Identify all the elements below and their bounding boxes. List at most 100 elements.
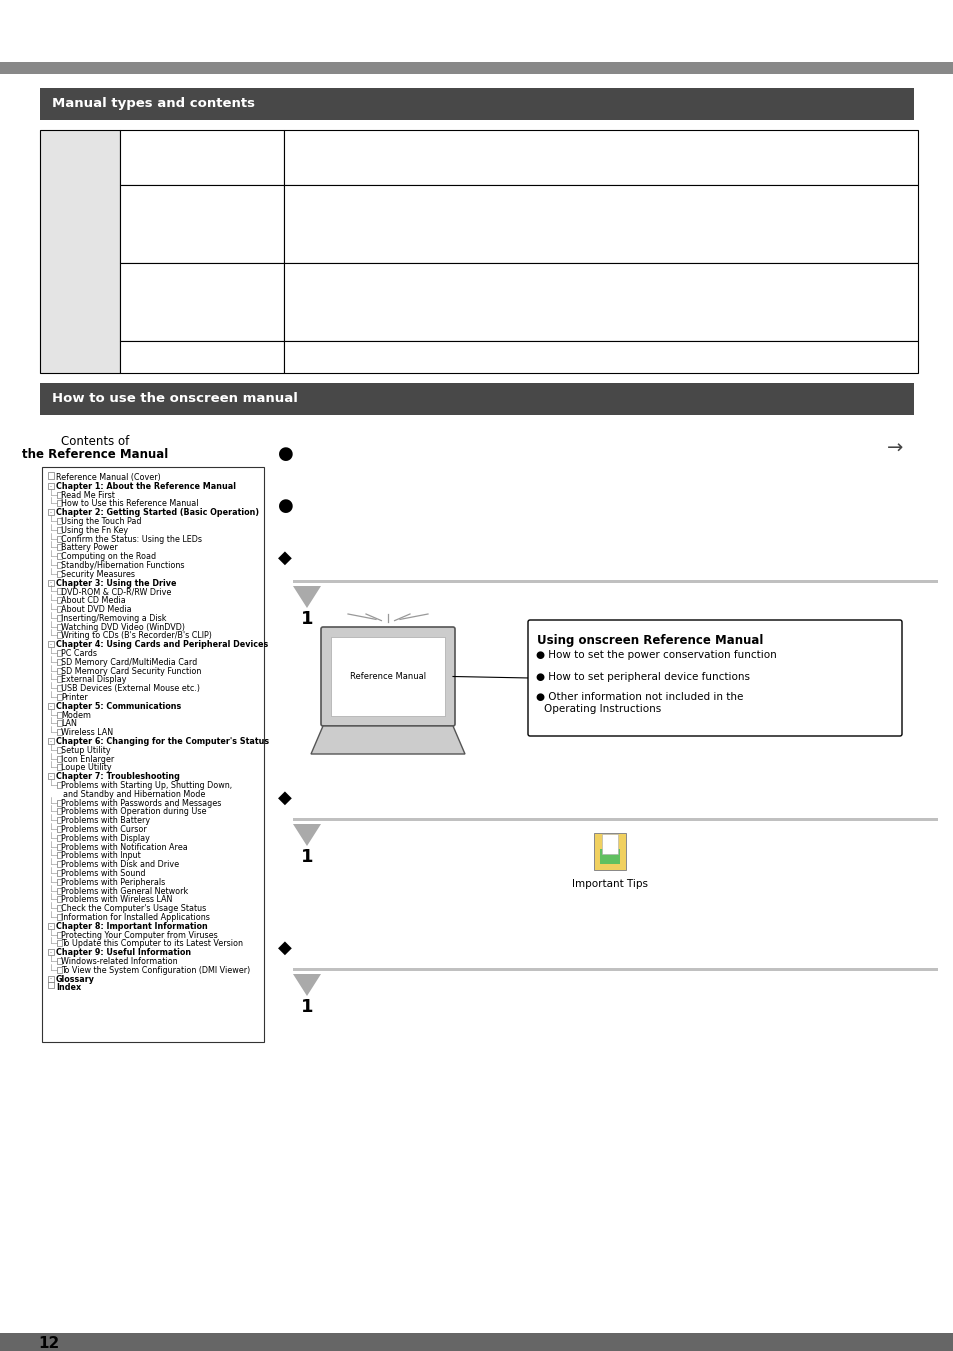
Text: ● Other information not included in the: ● Other information not included in the xyxy=(536,692,742,703)
Text: Loupe Utility: Loupe Utility xyxy=(61,763,112,773)
Bar xyxy=(57,615,62,621)
Bar xyxy=(57,897,62,902)
Bar xyxy=(601,834,618,854)
Bar xyxy=(120,185,284,263)
Bar xyxy=(57,817,62,823)
Text: Information for Installed Applications: Information for Installed Applications xyxy=(61,913,210,921)
Bar xyxy=(120,130,284,185)
Text: Using onscreen Reference Manual: Using onscreen Reference Manual xyxy=(537,634,762,647)
Text: PC Cards: PC Cards xyxy=(61,648,97,658)
Bar xyxy=(57,843,62,850)
Bar xyxy=(42,467,264,1042)
Bar xyxy=(120,340,284,373)
FancyBboxPatch shape xyxy=(320,627,455,725)
Text: ● How to set peripheral device functions: ● How to set peripheral device functions xyxy=(536,671,749,682)
Text: Watching DVD Video (WinDVD): Watching DVD Video (WinDVD) xyxy=(61,623,185,632)
Text: Reference Manual: Reference Manual xyxy=(350,671,426,681)
Text: Chapter 5: Communications: Chapter 5: Communications xyxy=(56,701,181,711)
Bar xyxy=(57,967,62,973)
Text: 12: 12 xyxy=(38,1336,59,1351)
Text: Chapter 4: Using Cards and Peripheral Devices: Chapter 4: Using Cards and Peripheral De… xyxy=(56,640,268,650)
Text: Chapter 2: Getting Started (Basic Operation): Chapter 2: Getting Started (Basic Operat… xyxy=(56,508,259,517)
Text: Problems with Notification Area: Problems with Notification Area xyxy=(61,843,188,851)
Bar xyxy=(57,632,62,639)
Polygon shape xyxy=(293,586,320,608)
Text: Operating Instructions: Operating Instructions xyxy=(543,704,660,713)
Bar xyxy=(284,340,917,373)
Bar xyxy=(57,915,62,920)
Text: -: - xyxy=(50,581,52,585)
Text: ◆: ◆ xyxy=(277,549,292,567)
Bar xyxy=(57,808,62,815)
Bar xyxy=(57,878,62,885)
Bar xyxy=(40,382,913,415)
Bar xyxy=(57,659,62,665)
Bar xyxy=(57,905,62,911)
Text: ●: ● xyxy=(277,497,294,515)
Text: -: - xyxy=(50,774,52,780)
Text: ● How to set the power conservation function: ● How to set the power conservation func… xyxy=(536,650,776,661)
Text: SD Memory Card Security Function: SD Memory Card Security Function xyxy=(61,666,201,676)
Text: Battery Power: Battery Power xyxy=(61,543,117,553)
Bar xyxy=(48,471,54,480)
Text: Writing to CDs (B's Recorder/B's CLIP): Writing to CDs (B's Recorder/B's CLIP) xyxy=(61,631,212,640)
Polygon shape xyxy=(311,725,464,754)
Bar xyxy=(57,765,62,770)
Text: Index: Index xyxy=(56,984,81,993)
Bar xyxy=(57,835,62,840)
Bar xyxy=(293,580,937,584)
Text: Check the Computer's Usage Status: Check the Computer's Usage Status xyxy=(61,904,206,913)
Bar xyxy=(40,130,120,373)
Text: 1: 1 xyxy=(300,611,313,628)
Text: Problems with General Network: Problems with General Network xyxy=(61,886,188,896)
Text: Chapter 7: Troubleshooting: Chapter 7: Troubleshooting xyxy=(56,773,180,781)
Bar xyxy=(57,517,62,524)
Bar xyxy=(48,703,54,709)
Text: ●: ● xyxy=(277,444,294,463)
Bar xyxy=(48,738,54,744)
Text: -: - xyxy=(50,950,52,955)
Text: Problems with Starting Up, Shutting Down,: Problems with Starting Up, Shutting Down… xyxy=(61,781,232,790)
Text: ◆: ◆ xyxy=(277,789,292,807)
Text: Printer: Printer xyxy=(61,693,88,703)
Bar xyxy=(40,88,913,120)
Bar xyxy=(57,597,62,603)
Text: -: - xyxy=(50,704,52,709)
Text: the Reference Manual: the Reference Manual xyxy=(22,449,168,461)
Text: -: - xyxy=(50,642,52,647)
Text: Modem: Modem xyxy=(61,711,91,720)
FancyBboxPatch shape xyxy=(527,620,901,736)
Bar xyxy=(57,712,62,717)
Bar xyxy=(57,800,62,805)
Text: Computing on the Road: Computing on the Road xyxy=(61,553,156,561)
Bar xyxy=(57,730,62,735)
Text: USB Devices (External Mouse etc.): USB Devices (External Mouse etc.) xyxy=(61,684,200,693)
Text: -: - xyxy=(50,739,52,744)
Text: Problems with Operation during Use: Problems with Operation during Use xyxy=(61,808,206,816)
Bar xyxy=(293,969,937,971)
Text: LAN: LAN xyxy=(61,719,77,728)
Bar xyxy=(331,638,444,716)
Bar xyxy=(57,932,62,938)
Text: Manual types and contents: Manual types and contents xyxy=(52,97,254,111)
Text: -: - xyxy=(50,924,52,928)
Bar xyxy=(57,861,62,867)
Text: Glossary: Glossary xyxy=(56,974,95,984)
Bar xyxy=(57,562,62,567)
Text: -: - xyxy=(50,511,52,515)
Bar xyxy=(293,817,937,821)
Text: To View the System Configuration (DMI Viewer): To View the System Configuration (DMI Vi… xyxy=(61,966,250,975)
Bar xyxy=(57,571,62,577)
Text: Confirm the Status: Using the LEDs: Confirm the Status: Using the LEDs xyxy=(61,535,202,543)
Polygon shape xyxy=(293,824,320,846)
Bar xyxy=(57,624,62,630)
Text: Problems with Input: Problems with Input xyxy=(61,851,141,861)
Bar xyxy=(48,580,54,585)
Bar xyxy=(0,62,953,74)
Bar xyxy=(57,694,62,700)
Text: Problems with Passwords and Messages: Problems with Passwords and Messages xyxy=(61,798,221,808)
Bar xyxy=(284,185,917,263)
Text: Protecting Your Computer from Viruses: Protecting Your Computer from Viruses xyxy=(61,931,217,939)
Bar xyxy=(48,482,54,489)
Text: Using the Touch Pad: Using the Touch Pad xyxy=(61,517,141,526)
